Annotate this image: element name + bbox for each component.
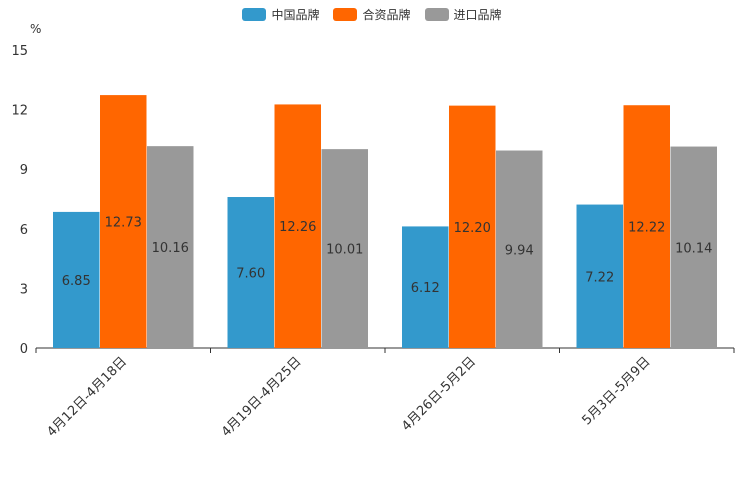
x-tick-label: 4月19日-4月25日 <box>219 354 305 440</box>
bar <box>670 146 717 348</box>
legend-swatch-import <box>424 8 449 21</box>
data-label: 6.85 <box>62 274 91 289</box>
bar <box>53 211 100 348</box>
bar <box>321 149 368 348</box>
bar <box>147 146 194 348</box>
legend-swatch-china <box>242 8 267 21</box>
bar <box>274 104 321 349</box>
data-label: 12.22 <box>628 221 665 236</box>
y-axis-unit: % <box>30 22 42 36</box>
legend: 中国品牌 合资品牌 进口品牌 <box>0 6 744 23</box>
y-tick-label: 9 <box>20 163 28 178</box>
y-tick-label: 0 <box>20 342 28 357</box>
legend-item-jv[interactable]: 合资品牌 <box>333 6 411 23</box>
bar <box>227 197 274 348</box>
bar <box>576 204 623 348</box>
bar <box>623 105 670 348</box>
data-label: 6.12 <box>411 281 440 296</box>
legend-swatch-jv <box>333 8 358 21</box>
y-tick-label: 3 <box>20 282 28 297</box>
data-label: 10.16 <box>152 241 189 256</box>
data-label: 10.14 <box>675 241 712 256</box>
bar <box>449 105 496 348</box>
data-label: 10.01 <box>326 243 363 258</box>
bar <box>402 226 449 348</box>
y-tick-label: 6 <box>20 223 28 238</box>
legend-label-import: 进口品牌 <box>453 8 502 22</box>
x-tick-label: 5月3日-5月9日 <box>579 354 653 428</box>
data-label: 12.26 <box>279 220 316 235</box>
legend-item-import[interactable]: 进口品牌 <box>424 6 502 23</box>
data-label: 12.20 <box>454 221 491 236</box>
data-label: 7.60 <box>236 267 265 282</box>
bar <box>100 95 147 348</box>
data-label: 7.22 <box>585 270 614 285</box>
x-tick-label: 4月26日-5月2日 <box>399 354 479 434</box>
x-tick-label: 4月12日-4月18日 <box>44 354 130 440</box>
bar <box>496 150 543 348</box>
legend-label-china: 中国品牌 <box>271 8 320 22</box>
legend-label-jv: 合资品牌 <box>362 8 411 22</box>
data-label: 12.73 <box>105 216 142 231</box>
y-tick-label: 12 <box>11 104 28 119</box>
legend-item-china[interactable]: 中国品牌 <box>242 6 319 23</box>
data-label: 9.94 <box>505 243 534 258</box>
y-tick-label: 15 <box>11 44 28 59</box>
